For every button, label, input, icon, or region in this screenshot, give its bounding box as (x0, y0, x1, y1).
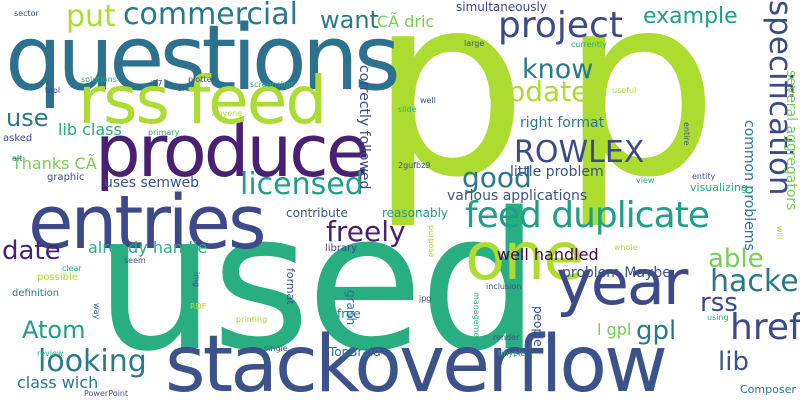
word-entity: entity (692, 172, 716, 181)
word-purpose: purpose (427, 225, 436, 258)
word-want: want (320, 6, 379, 34)
word-rdf: RDF (190, 302, 207, 311)
word-sector: sector (14, 9, 39, 18)
word-management: management (472, 292, 481, 346)
word-use: use (6, 104, 49, 132)
word-entries: entries (28, 180, 267, 266)
word-correctly-followed: correctly followed (356, 65, 372, 190)
word-view: view (636, 176, 655, 185)
word-definition: definition (12, 288, 60, 299)
word-useful: useful (612, 86, 637, 95)
word-stackoverflow: stackoverflow (165, 320, 668, 400)
word-review: review (37, 349, 64, 358)
word-cedric: CÃ dric (377, 12, 435, 31)
word-printing: printing (236, 315, 268, 324)
word-p-2: p (560, 0, 719, 232)
word-plotter: plotter (188, 75, 215, 84)
word-reasonably: reasonably (382, 206, 449, 220)
word-year: year (556, 246, 688, 319)
word-asked: asked (3, 133, 33, 144)
word-contribute: contribute (286, 206, 348, 220)
word-anyone: Anyone (212, 109, 243, 118)
word-already-handle: already handle (88, 238, 208, 257)
word-screenshot: screenshot (250, 80, 294, 89)
word-whole: whole (614, 243, 638, 252)
word-well-handled: well handled (497, 245, 599, 264)
word-tinypic: tinypic (498, 349, 525, 358)
word-questions: questions (5, 6, 401, 111)
word-update: Update (487, 75, 589, 108)
word-solutions: solutions (81, 75, 117, 84)
word-several-aggregators: several aggregators (783, 70, 799, 211)
word-lib: lib (718, 347, 749, 377)
word-project: project (498, 5, 623, 46)
word-entire: entire (682, 122, 691, 146)
word-single: single (264, 344, 288, 353)
word-primary: primary (148, 128, 180, 137)
word-free: free (337, 307, 361, 321)
word-tool: tool (45, 86, 61, 95)
word-powerpoint: PowerPoint (84, 389, 129, 398)
word-src: src (178, 84, 190, 93)
word-atom: Atom (22, 316, 86, 344)
word-produce: produce (95, 109, 370, 193)
word-little-problem: little problem (510, 164, 604, 180)
word-graphic: graphic (47, 172, 85, 183)
word-slide: slide (398, 105, 417, 114)
word-possible: possible (37, 272, 78, 283)
word-will: will (775, 226, 784, 240)
word-composer: Composer (740, 383, 796, 396)
word-class-wich: class wich (17, 373, 99, 392)
word-jpg: jpg (419, 294, 432, 303)
word-feed-duplicate: feed duplicate (465, 195, 710, 236)
word-currently: currently (571, 40, 607, 49)
word-clear: clear (62, 264, 82, 273)
word-visualizing: visualizing (690, 181, 748, 194)
word-people: people (531, 306, 545, 347)
word-inclusion: inclusion (486, 282, 522, 291)
word-looking: looking (38, 344, 147, 379)
word-hacked: hacked (710, 264, 800, 299)
word-uses-semweb: uses semweb (104, 175, 200, 191)
word-using: using (707, 313, 729, 322)
word-2gufbz9: 2gufbz9 (398, 161, 431, 170)
word-right-format: right format (520, 115, 605, 131)
word-format: format (284, 268, 297, 305)
word-well: well (420, 96, 436, 105)
word-img: img (192, 272, 201, 288)
word-commercial: commercial (123, 0, 298, 32)
word-one: one (465, 218, 584, 295)
word-good: good (462, 161, 532, 194)
word-topbraid: TopBraid (329, 345, 381, 359)
word-i37: i37 (150, 79, 163, 88)
word-large: large (464, 39, 485, 48)
word-render: render (493, 333, 520, 342)
word-rowlex: ROWLEX (514, 135, 645, 170)
word-l-gpl: l gpl (597, 320, 632, 339)
word-freely: freely (326, 215, 406, 248)
word-used: used (95, 172, 540, 393)
word-problem-maybe: problem Maybe (562, 265, 671, 281)
word-licensed: licensed (240, 167, 364, 202)
word-seem: seem (124, 256, 146, 265)
word-example: example (643, 4, 738, 29)
word-rss-feed: rss feed (78, 62, 327, 139)
word-lib-class: lib class (58, 120, 122, 139)
word-thanks: Thanks CÃ (12, 154, 97, 173)
word-way: way (92, 303, 101, 320)
word-date: date (2, 236, 61, 266)
word-p-1: p (369, 0, 528, 232)
word-able: able (708, 244, 764, 274)
word-rss: rss (700, 288, 738, 318)
word-alt: alt (12, 154, 23, 163)
word-various-applications: various applications (447, 188, 588, 204)
word-put: put (66, 0, 116, 34)
word-href: href (730, 307, 800, 348)
word-gpl: gpl (636, 316, 677, 346)
word-library: library (325, 243, 358, 254)
word-simultaneously: simultaneously (456, 0, 547, 14)
word-know: know (522, 54, 594, 85)
